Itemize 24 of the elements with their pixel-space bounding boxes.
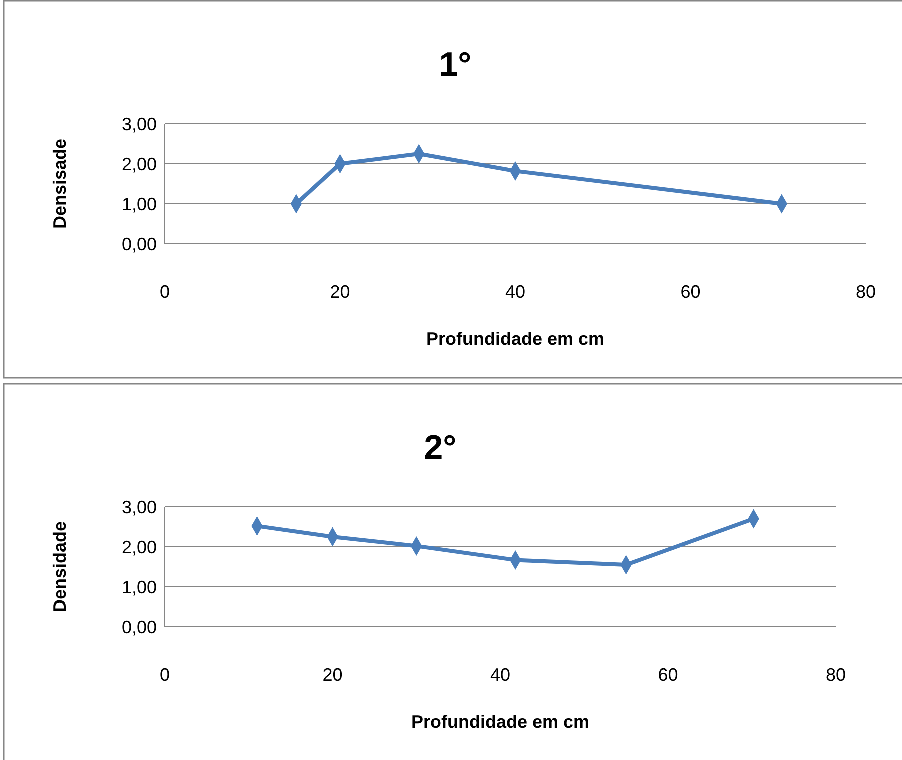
x-tick-label: 0 — [160, 665, 170, 685]
chart-title: 2° — [424, 429, 457, 467]
y-tick-label: 0,00 — [122, 617, 157, 638]
y-axis-title: Densisade — [50, 138, 70, 230]
y-tick-label: 3,00 — [122, 114, 157, 134]
y-tick-label: 0,00 — [122, 234, 157, 254]
x-tick-label: 40 — [505, 282, 526, 302]
y-axis-title: Densidade — [50, 521, 70, 613]
x-tick-label: 20 — [330, 282, 350, 302]
x-tick-label: 60 — [658, 665, 678, 685]
y-tick-label: 1,00 — [122, 577, 157, 598]
x-tick-label: 80 — [856, 282, 876, 302]
x-tick-label: 20 — [322, 665, 343, 685]
y-tick-label: 3,00 — [122, 497, 157, 518]
x-axis-title: Profundidade em cm — [411, 712, 590, 732]
x-axis-title: Profundidade em cm — [426, 329, 605, 349]
x-tick-label: 0 — [160, 282, 170, 302]
chart-title: 1° — [439, 46, 472, 84]
x-tick-label: 60 — [680, 282, 701, 302]
x-tick-label: 80 — [826, 665, 846, 685]
y-tick-label: 2,00 — [122, 154, 157, 174]
y-tick-label: 1,00 — [122, 194, 157, 214]
y-tick-label: 2,00 — [122, 537, 157, 558]
x-tick-label: 40 — [490, 665, 511, 685]
